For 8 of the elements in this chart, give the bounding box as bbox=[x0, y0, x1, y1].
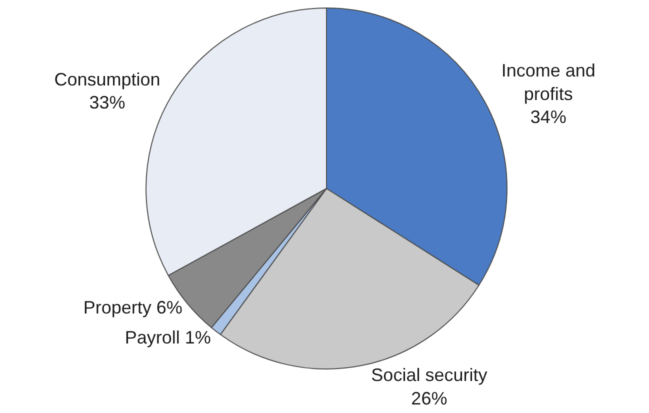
slice-label: Social security bbox=[371, 365, 488, 386]
slice-label: Payroll 1% bbox=[124, 327, 211, 348]
slice-label: Income and profits bbox=[501, 60, 596, 104]
data-label: 26% bbox=[411, 388, 448, 408]
slice-label: Property 6% bbox=[83, 298, 182, 318]
data-label: 34% bbox=[530, 107, 566, 128]
data-label: 33% bbox=[89, 92, 126, 113]
slice-label: Consumption bbox=[54, 69, 160, 90]
